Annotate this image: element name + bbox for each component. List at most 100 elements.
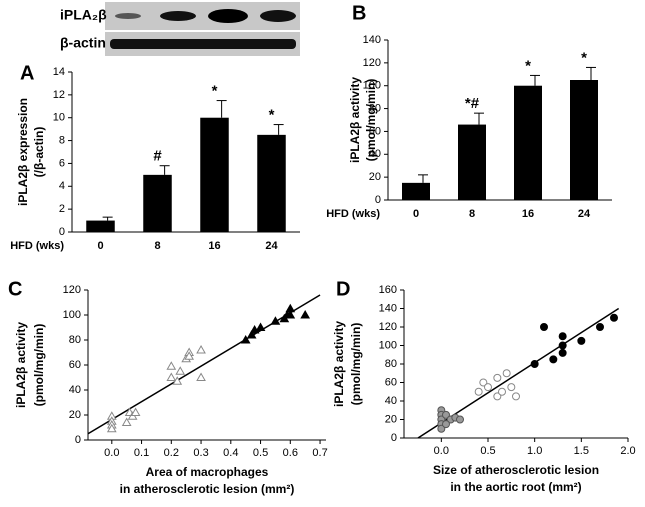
- bar: [200, 117, 229, 232]
- x-axis-label: Size of atherosclerotic lesion: [433, 463, 599, 477]
- blot-band: [160, 11, 196, 21]
- y-tick-label: 100: [63, 309, 81, 321]
- y-axis-label: iPLA2β activity: [348, 77, 362, 163]
- point: [121, 417, 132, 426]
- annotation: *: [525, 57, 531, 74]
- point: [184, 351, 195, 360]
- blot-band: [260, 10, 296, 22]
- annotation: *: [581, 49, 587, 66]
- x-tick-label: 0: [413, 208, 419, 220]
- bar: [458, 124, 486, 200]
- x-tick-label: 2.0: [620, 445, 635, 457]
- point: [474, 387, 483, 396]
- point: [300, 309, 311, 319]
- point: [577, 336, 586, 345]
- y-tick-label: 20: [69, 409, 81, 421]
- y-tick-label: 10: [53, 112, 65, 124]
- point: [442, 420, 450, 429]
- y-tick-label: 60: [369, 125, 381, 137]
- x-tick-label: 0.0: [434, 445, 449, 457]
- y-tick-label: 20: [369, 171, 381, 183]
- x-tick-label: 0: [97, 240, 103, 252]
- point: [493, 392, 502, 401]
- bar: [143, 174, 172, 232]
- y-tick-label: 120: [363, 57, 381, 69]
- x-axis-label: in atherosclerotic lesion (mm²): [120, 482, 295, 496]
- y-tick-label: 40: [385, 395, 397, 407]
- annotation: *: [269, 107, 275, 124]
- y-tick-label: 140: [379, 302, 397, 314]
- point: [285, 309, 296, 319]
- y-tick-label: 100: [363, 80, 381, 92]
- point: [240, 334, 251, 344]
- x-axis-label: Area of macrophages: [146, 465, 269, 479]
- y-tick-label: 8: [59, 134, 65, 146]
- point: [610, 313, 618, 322]
- x-tick-label: 0.7: [312, 447, 327, 459]
- bar: [570, 80, 598, 200]
- point: [530, 360, 539, 368]
- y-tick-label: 6: [59, 157, 65, 169]
- annotation: *: [212, 83, 218, 100]
- point: [498, 387, 506, 396]
- y-axis-label: iPLA2β expression: [16, 98, 30, 206]
- x-tick-label: 8: [469, 208, 475, 220]
- x-tick-label: 0.3: [193, 447, 208, 459]
- point: [479, 378, 488, 387]
- y-tick-label: 80: [69, 334, 81, 346]
- point: [456, 415, 464, 424]
- y-tick-label: 60: [69, 359, 81, 371]
- x-tick-label: 0.0: [104, 447, 119, 459]
- point: [196, 372, 206, 381]
- x-axis-label: in the aortic root (mm²): [450, 480, 581, 494]
- y-tick-label: 80: [385, 358, 397, 370]
- blot-band: [110, 39, 296, 49]
- y-axis-label: (/β-actin): [32, 127, 46, 178]
- point: [558, 332, 567, 341]
- point: [285, 303, 296, 313]
- point: [442, 410, 450, 419]
- blot-band: [115, 13, 141, 19]
- x-tick-label: 16: [522, 208, 534, 220]
- x-tick-label: 1.5: [574, 445, 589, 457]
- x-tick-label: 16: [208, 240, 220, 252]
- point: [166, 361, 177, 370]
- point: [246, 329, 257, 339]
- annotation: *#: [465, 95, 480, 112]
- panel-label: C: [8, 278, 22, 300]
- x-tick-label: 0.6: [283, 447, 298, 459]
- point: [437, 424, 446, 433]
- x-tick-label: 0.4: [223, 447, 238, 459]
- y-tick-label: 120: [379, 321, 397, 333]
- y-tick-label: 20: [385, 413, 397, 425]
- y-axis-label: (pmol/mg/min): [32, 324, 46, 407]
- y-tick-label: 14: [53, 66, 65, 78]
- panel-label: B: [352, 2, 366, 24]
- x-tick-label: 24: [578, 208, 591, 220]
- y-tick-label: 160: [379, 284, 397, 296]
- blot-label: iPLA₂β: [60, 7, 107, 23]
- y-tick-label: 120: [63, 284, 81, 296]
- y-tick-label: 4: [59, 180, 65, 192]
- y-tick-label: 60: [385, 376, 397, 388]
- y-axis-label: (pmol/mg/min): [349, 323, 363, 406]
- y-axis-label: iPLA2β activity: [332, 321, 346, 407]
- point: [106, 423, 117, 433]
- point: [166, 372, 177, 381]
- point: [558, 348, 567, 357]
- x-tick-label: 0.2: [164, 447, 179, 459]
- y-tick-label: 140: [363, 34, 381, 46]
- point: [484, 383, 492, 392]
- y-tick-label: 100: [379, 339, 397, 351]
- point: [540, 323, 548, 331]
- x-tick-label: 0.5: [253, 447, 268, 459]
- x-axis-label: HFD (wks): [10, 240, 64, 252]
- y-tick-label: 0: [59, 226, 65, 238]
- bar: [402, 182, 430, 200]
- point: [196, 344, 206, 354]
- x-tick-label: 0.5: [480, 445, 495, 457]
- x-tick-label: 1.0: [527, 445, 542, 457]
- point: [270, 316, 281, 325]
- y-axis-label: iPLA2β activity: [14, 322, 28, 408]
